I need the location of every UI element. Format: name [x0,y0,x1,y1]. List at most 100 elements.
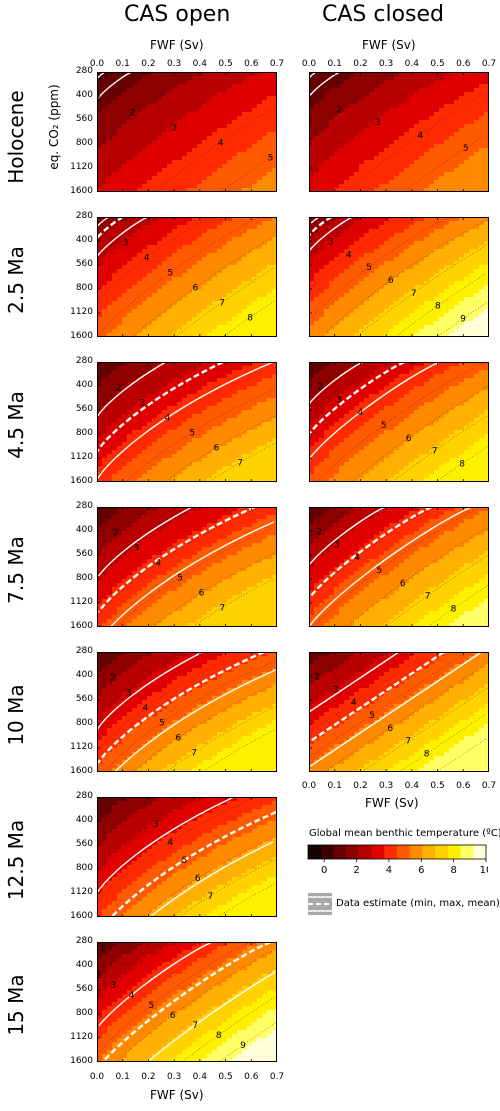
heatmap-cell [374,184,380,189]
heatmap-cell [454,265,460,270]
heatmap-cell [344,128,350,133]
heatmap-cell [339,76,345,81]
heatmap-cell [464,108,470,113]
heatmap-cell [147,301,153,306]
heatmap-cell [152,120,158,125]
heatmap-cell [379,96,385,101]
heatmap-cell [162,430,168,435]
heatmap-cell [232,92,238,97]
heatmap-cell [147,422,153,427]
heatmap-cell [207,100,213,105]
heatmap-cell [257,160,263,165]
heatmap-cell [369,225,375,230]
heatmap-cell [202,333,208,337]
heatmap-cell [349,76,355,81]
heatmap-cell [394,136,400,141]
heatmap-cell [157,188,163,192]
heatmap-cell [102,84,108,89]
heatmap-cell [479,261,485,266]
heatmap-cell [389,96,395,101]
heatmap-cell [389,124,395,129]
heatmap-cell [147,84,153,89]
heatmap-cell [242,269,248,274]
heatmap-cell [227,120,233,125]
heatmap-cell [359,176,365,181]
heatmap-cell [454,301,460,306]
heatmap-cell [112,281,118,286]
heatmap-cell [157,297,163,302]
heatmap-cell [97,430,103,435]
heatmap-cell [147,362,153,367]
heatmap-cell [107,100,113,105]
heatmap-cell [97,422,103,427]
heatmap-cell [424,112,430,117]
heatmap-cell [469,148,475,153]
heatmap-cell [97,180,103,185]
heatmap-cell [252,72,258,77]
heatmap-cell [374,172,380,177]
heatmap-cell [354,305,360,310]
heatmap-cell [157,434,163,439]
heatmap-cell [242,277,248,282]
heatmap-cell [177,410,183,415]
heatmap-cell [137,257,143,262]
heatmap-cell [409,301,415,306]
heatmap-cell [247,96,253,101]
heatmap-cell [162,281,168,286]
heatmap-cell [127,386,133,391]
heatmap-cell [192,176,198,181]
heatmap-cell [379,253,385,258]
heatmap-cell [172,156,178,161]
heatmap-cell [389,80,395,85]
heatmap-cell [97,313,103,318]
heatmap-cell [394,221,400,226]
heatmap-cell [329,164,335,169]
heatmap-cell [112,402,118,407]
heatmap-cell [257,233,263,238]
heatmap-cell [162,188,168,192]
heatmap-cell [162,329,168,334]
heatmap-cell [152,160,158,165]
heatmap-cell [152,321,158,326]
heatmap-cell [107,321,113,326]
heatmap-cell [117,285,123,290]
heatmap-cell [172,285,178,290]
heatmap-cell [339,120,345,125]
heatmap-cell [384,329,390,334]
heatmap-cell [459,225,465,230]
heatmap-cell [172,116,178,121]
heatmap-cell [484,301,489,306]
isotherm-line [310,217,408,290]
heatmap-cell [439,152,445,157]
heatmap-cell [137,225,143,230]
heatmap-cell [324,245,330,250]
heatmap-cell [409,164,415,169]
heatmap-cell [172,136,178,141]
heatmap-cell [434,72,440,77]
heatmap-cell [122,261,128,266]
heatmap-cell [217,140,223,145]
heatmap-cell [202,80,208,85]
heatmap-cell [127,104,133,109]
heatmap-cell [97,172,103,177]
heatmap-cell [152,156,158,161]
heatmap-cell [434,176,440,181]
heatmap-cell [197,261,203,266]
heatmap-cell [237,325,243,330]
heatmap-cell [309,241,315,246]
heatmap-cell [197,104,203,109]
heatmap-cell [394,253,400,258]
heatmap-cell [182,144,188,149]
heatmap-cell [469,265,475,270]
heatmap-cell [344,293,350,298]
heatmap-cell [97,386,103,391]
heatmap-cell [464,104,470,109]
heatmap-cell [127,233,133,238]
heatmap-cell [459,229,465,234]
heatmap-cell [309,188,315,192]
heatmap-cell [97,454,103,459]
heatmap-cell [314,269,320,274]
heatmap-cell [344,92,350,97]
heatmap-cell [207,152,213,157]
heatmap-cell [162,285,168,290]
